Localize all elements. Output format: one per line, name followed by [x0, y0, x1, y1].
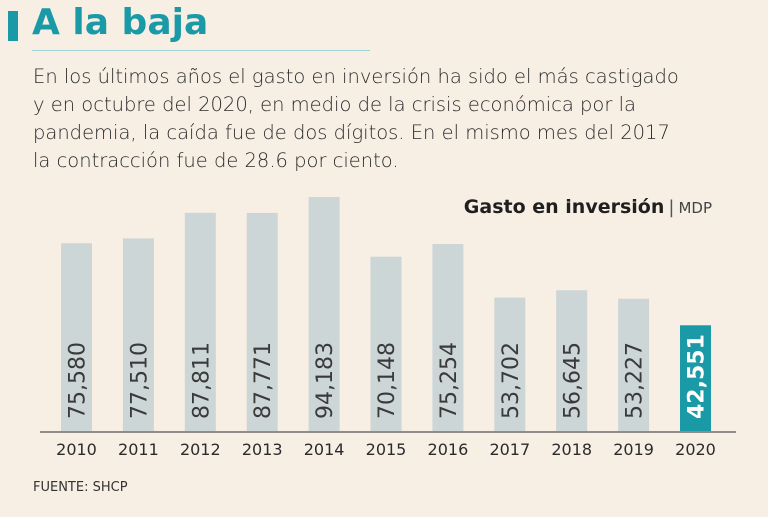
- chart-title-separator: |: [668, 197, 675, 218]
- bar-2017: [494, 297, 526, 431]
- value-label-2012: 87,811: [189, 342, 214, 419]
- x-tick-2017: 2017: [489, 440, 530, 459]
- x-tick-2015: 2015: [366, 440, 407, 459]
- value-label-2010: 75,580: [66, 342, 91, 419]
- headline: A la baja: [32, 2, 209, 43]
- value-label-2015: 70,148: [375, 342, 400, 419]
- headline-rule: [32, 50, 370, 51]
- bar-2015: [370, 256, 402, 431]
- bar-2012: [184, 212, 216, 431]
- value-label-2013: 87,771: [251, 342, 276, 419]
- bar-2011: [122, 238, 154, 431]
- chart-title: Gasto en inversión | MDP: [464, 196, 712, 218]
- x-tick-2014: 2014: [304, 440, 345, 459]
- value-label-2017: 53,702: [499, 342, 524, 419]
- x-tick-2020: 2020: [675, 440, 716, 459]
- bar-2016: [432, 244, 464, 431]
- bar-2020: [680, 325, 711, 431]
- bar-2018: [556, 290, 588, 431]
- value-label-2016: 75,254: [437, 342, 462, 419]
- bar-2013: [246, 212, 278, 431]
- value-label-2011: 77,510: [127, 342, 152, 419]
- value-label-2018: 56,645: [561, 342, 586, 419]
- chart-title-text: Gasto en inversión: [463, 196, 665, 218]
- x-tick-2016: 2016: [428, 440, 469, 459]
- description: En los últimos años el gasto en inversió…: [33, 65, 679, 172]
- source-note: FUENTE: SHCP: [33, 480, 128, 495]
- x-tick-2018: 2018: [551, 440, 592, 459]
- x-tick-2019: 2019: [613, 440, 654, 459]
- x-tick-2010: 2010: [56, 440, 97, 459]
- value-label-2020: 42,551: [685, 334, 710, 419]
- bar-2019: [618, 298, 650, 431]
- accent-bar: [8, 11, 18, 41]
- x-tick-2011: 2011: [118, 440, 159, 459]
- bar-2014: [308, 197, 340, 431]
- x-tick-2012: 2012: [180, 440, 221, 459]
- bar-2010: [61, 243, 92, 431]
- x-tick-2013: 2013: [242, 440, 283, 459]
- chart-unit: MDP: [678, 199, 712, 217]
- value-label-2014: 94,183: [313, 342, 338, 419]
- value-label-2019: 53,227: [623, 342, 648, 419]
